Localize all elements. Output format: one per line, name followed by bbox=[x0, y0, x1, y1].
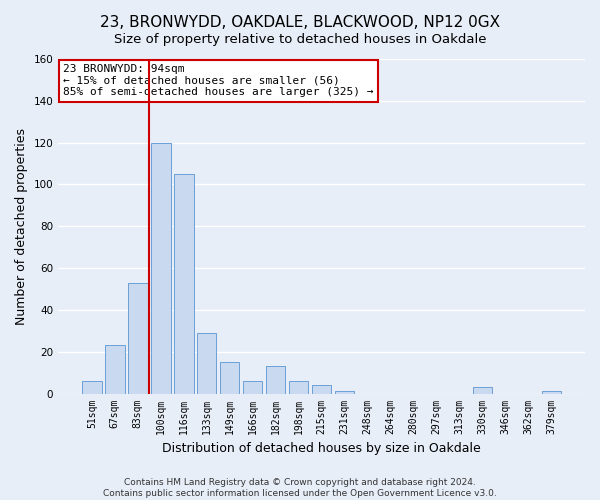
Bar bbox=[542, 392, 561, 394]
Bar bbox=[335, 392, 355, 394]
Bar bbox=[312, 385, 331, 394]
Bar bbox=[128, 282, 148, 394]
Text: Size of property relative to detached houses in Oakdale: Size of property relative to detached ho… bbox=[114, 32, 486, 46]
Bar bbox=[473, 388, 492, 394]
Bar bbox=[243, 381, 262, 394]
Text: Contains HM Land Registry data © Crown copyright and database right 2024.
Contai: Contains HM Land Registry data © Crown c… bbox=[103, 478, 497, 498]
Bar bbox=[174, 174, 194, 394]
Bar bbox=[289, 381, 308, 394]
Bar bbox=[266, 366, 286, 394]
Bar bbox=[105, 346, 125, 394]
Bar bbox=[82, 381, 101, 394]
Bar bbox=[220, 362, 239, 394]
Bar bbox=[197, 333, 217, 394]
Bar bbox=[151, 142, 170, 394]
Y-axis label: Number of detached properties: Number of detached properties bbox=[15, 128, 28, 325]
Text: 23, BRONWYDD, OAKDALE, BLACKWOOD, NP12 0GX: 23, BRONWYDD, OAKDALE, BLACKWOOD, NP12 0… bbox=[100, 15, 500, 30]
X-axis label: Distribution of detached houses by size in Oakdale: Distribution of detached houses by size … bbox=[162, 442, 481, 455]
Text: 23 BRONWYDD: 94sqm
← 15% of detached houses are smaller (56)
85% of semi-detache: 23 BRONWYDD: 94sqm ← 15% of detached hou… bbox=[64, 64, 374, 97]
